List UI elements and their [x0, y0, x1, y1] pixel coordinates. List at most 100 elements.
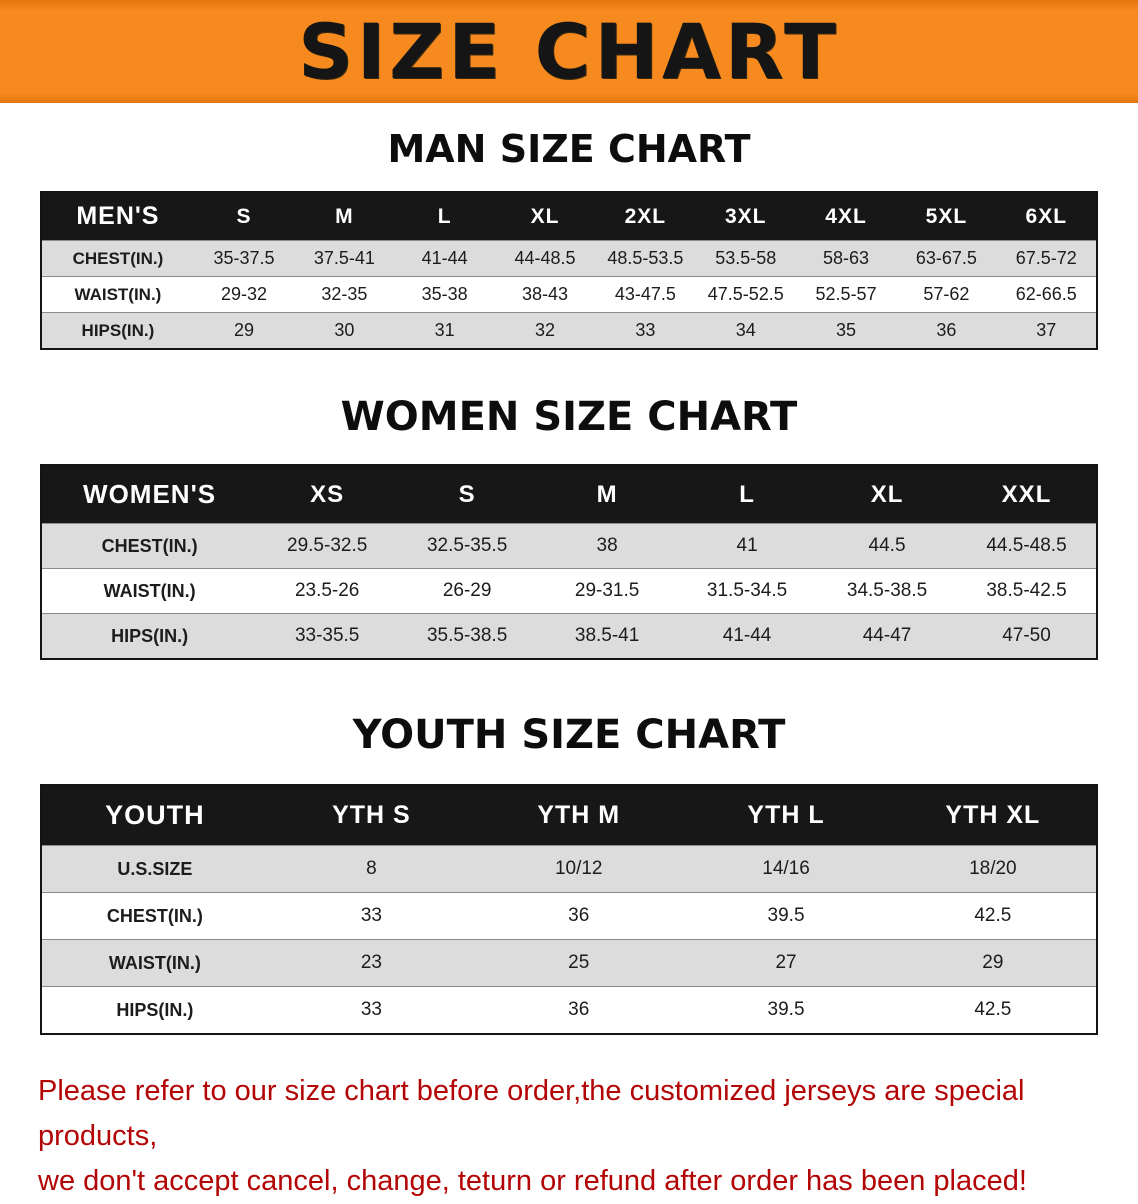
value-cell: 39.5 — [682, 892, 890, 940]
row-label-cell: HIPS(IN.) — [41, 613, 258, 659]
size-header-cell: YTH S — [267, 785, 476, 846]
value-cell: 34 — [695, 312, 796, 349]
row-label-cell: CHEST(IN.) — [41, 240, 194, 277]
row-label-cell: CHEST(IN.) — [41, 523, 258, 569]
footer-note-line: we don't accept cancel, change, teturn o… — [38, 1164, 1027, 1197]
size-table: YOUTH YTH S YTH M YTH L YTH XL U.S.SIZE 8 10/12… — [40, 784, 1098, 1035]
size-header-cell: S — [193, 192, 295, 241]
row-label-cell: WAIST(IN.) — [41, 276, 194, 313]
table-row: WAIST(IN.) 23 25 27 29 — [41, 939, 1097, 987]
table-header-row: WOMEN'S XS S M L XL XXL — [41, 465, 1097, 524]
men-size-table-container: MEN'S S M L XL 2XL 3XL 4XL 5XL 6XL CHEST(IN.) 35-37… — [40, 191, 1098, 350]
value-cell: 43-47.5 — [595, 276, 696, 313]
value-cell: 41-44 — [677, 613, 818, 659]
value-cell: 25 — [475, 939, 683, 987]
size-header-cell: L — [677, 465, 818, 524]
value-cell: 10/12 — [475, 845, 683, 893]
size-header-cell: M — [294, 192, 395, 241]
size-header-cell: 2XL — [595, 192, 696, 241]
row-label-cell: HIPS(IN.) — [41, 312, 194, 349]
size-header-cell: 3XL — [695, 192, 796, 241]
women-section-heading: WOMEN SIZE CHART — [340, 394, 798, 440]
value-cell: 33 — [595, 312, 696, 349]
table-title-cell: YOUTH — [41, 785, 268, 846]
size-header-cell: YTH XL — [889, 785, 1097, 846]
value-cell: 44-47 — [817, 613, 958, 659]
value-cell: 26-29 — [397, 568, 538, 614]
table-row: CHEST(IN.) 33 36 39.5 42.5 — [41, 892, 1097, 940]
value-cell: 35.5-38.5 — [397, 613, 538, 659]
value-cell: 41 — [677, 523, 818, 569]
value-cell: 48.5-53.5 — [595, 240, 696, 277]
value-cell: 29 — [889, 939, 1097, 987]
value-cell: 44.5-48.5 — [957, 523, 1097, 569]
table-row: HIPS(IN.) 33 36 39.5 42.5 — [41, 986, 1097, 1034]
size-header-cell: 6XL — [996, 192, 1097, 241]
size-header-cell: YTH L — [682, 785, 890, 846]
value-cell: 67.5-72 — [996, 240, 1097, 277]
row-label-cell: HIPS(IN.) — [41, 986, 268, 1034]
women-size-table-container: WOMEN'S XS S M L XL XXL CHEST(IN.) 29.5-32.5 32.5… — [40, 464, 1098, 660]
size-header-cell: XS — [257, 465, 398, 524]
table-row: U.S.SIZE 8 10/12 14/16 18/20 — [41, 845, 1097, 893]
value-cell: 33-35.5 — [257, 613, 398, 659]
value-cell: 23 — [267, 939, 476, 987]
size-header-cell: XL — [817, 465, 958, 524]
value-cell: 29-31.5 — [537, 568, 678, 614]
value-cell: 32.5-35.5 — [397, 523, 538, 569]
value-cell: 44-48.5 — [494, 240, 596, 277]
youth-section-heading: YOUTH SIZE CHART — [352, 712, 786, 758]
value-cell: 42.5 — [889, 986, 1097, 1034]
youth-size-table-container: YOUTH YTH S YTH M YTH L YTH XL U.S.SIZE 8 10/12… — [40, 784, 1098, 1035]
value-cell: 57-62 — [896, 276, 997, 313]
value-cell: 62-66.5 — [996, 276, 1097, 313]
value-cell: 47.5-52.5 — [695, 276, 796, 313]
men-section-heading: MAN SIZE CHART — [387, 127, 751, 171]
size-header-cell: XL — [494, 192, 596, 241]
value-cell: 31.5-34.5 — [677, 568, 818, 614]
value-cell: 53.5-58 — [695, 240, 796, 277]
footer-note-line: Please refer to our size chart before or… — [38, 1075, 1025, 1152]
row-label-cell: WAIST(IN.) — [41, 939, 268, 987]
size-header-cell: 4XL — [795, 192, 897, 241]
table-row: WAIST(IN.) 23.5-26 26-29 29-31.5 31.5-34.5 34… — [41, 568, 1097, 614]
value-cell: 29-32 — [193, 276, 295, 313]
table-header-row: YOUTH YTH S YTH M YTH L YTH XL — [41, 785, 1097, 846]
table-row: HIPS(IN.) 33-35.5 35.5-38.5 38.5-41 41-44 44-… — [41, 613, 1097, 659]
value-cell: 63-67.5 — [896, 240, 997, 277]
value-cell: 52.5-57 — [795, 276, 897, 313]
row-label-cell: WAIST(IN.) — [41, 568, 258, 614]
value-cell: 44.5 — [817, 523, 958, 569]
footer-note: Please refer to our size chart before or… — [38, 1069, 1100, 1204]
table-row: CHEST(IN.) 29.5-32.5 32.5-35.5 38 41 44.5 44.5… — [41, 523, 1097, 569]
page-title: SIZE CHART — [298, 7, 840, 96]
value-cell: 23.5-26 — [257, 568, 398, 614]
row-label-cell: U.S.SIZE — [41, 845, 268, 893]
table-title-cell: WOMEN'S — [41, 465, 258, 524]
value-cell: 38 — [537, 523, 678, 569]
table-row: WAIST(IN.) 29-32 32-35 35-38 38-43 43-47.5 47.… — [41, 276, 1097, 313]
table-row: HIPS(IN.) 29 30 31 32 33 34 35 36 37 — [41, 312, 1097, 349]
value-cell: 39.5 — [682, 986, 890, 1034]
size-header-cell: M — [537, 465, 678, 524]
value-cell: 42.5 — [889, 892, 1097, 940]
table-header-row: MEN'S S M L XL 2XL 3XL 4XL 5XL 6XL — [41, 192, 1097, 241]
size-header-cell: L — [394, 192, 495, 241]
value-cell: 41-44 — [394, 240, 495, 277]
value-cell: 32-35 — [294, 276, 395, 313]
value-cell: 30 — [294, 312, 395, 349]
value-cell: 37.5-41 — [294, 240, 395, 277]
value-cell: 33 — [267, 892, 476, 940]
section-women: WOMEN SIZE CHART WOMEN'S XS S M L XL XXL CHEST(… — [0, 394, 1138, 660]
value-cell: 27 — [682, 939, 890, 987]
size-header-cell: S — [397, 465, 538, 524]
value-cell: 35 — [795, 312, 897, 349]
table-row: CHEST(IN.) 35-37.5 37.5-41 41-44 44-48.5 48.5… — [41, 240, 1097, 277]
value-cell: 58-63 — [795, 240, 897, 277]
section-men: MAN SIZE CHART MEN'S S M L XL 2XL 3XL 4XL 5XL 6XL… — [0, 127, 1138, 350]
section-youth: YOUTH SIZE CHART YOUTH YTH S YTH M YTH L YTH… — [0, 712, 1138, 1035]
size-chart-banner: SIZE CHART — [0, 0, 1138, 103]
value-cell: 31 — [394, 312, 495, 349]
value-cell: 38.5-41 — [537, 613, 678, 659]
value-cell: 29 — [193, 312, 295, 349]
